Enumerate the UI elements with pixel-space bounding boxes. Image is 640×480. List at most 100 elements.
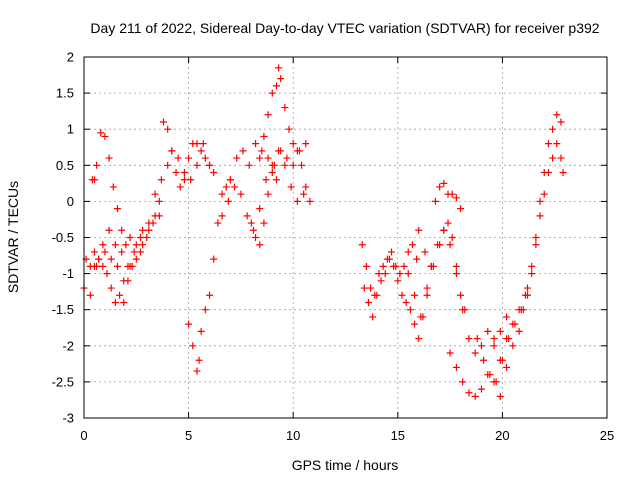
data-point <box>136 234 144 241</box>
data-point <box>427 262 435 270</box>
data-point <box>113 262 121 270</box>
data-point <box>358 241 366 249</box>
data-point <box>477 342 485 350</box>
data-point <box>277 75 285 83</box>
data-point <box>394 277 402 285</box>
data-point <box>139 226 147 234</box>
data-point <box>111 241 119 249</box>
data-point <box>406 306 414 314</box>
data-point <box>139 241 147 249</box>
y-tick-label: 2 <box>67 50 74 65</box>
data-point <box>496 327 504 335</box>
data-point <box>116 291 124 299</box>
data-point <box>446 349 454 357</box>
data-point <box>185 320 193 328</box>
data-point <box>398 291 406 299</box>
data-point <box>519 306 527 314</box>
data-point <box>264 154 272 162</box>
data-point <box>222 183 230 191</box>
series-sat-k <box>247 169 280 249</box>
data-point <box>509 342 517 350</box>
data-point <box>101 132 109 140</box>
data-point <box>459 306 467 314</box>
data-point <box>415 226 423 234</box>
x-axis-label: GPS time / hours <box>292 457 399 473</box>
data-point <box>143 234 151 241</box>
data-point <box>452 270 460 278</box>
data-point <box>159 118 167 126</box>
data-points <box>80 64 567 400</box>
data-point <box>247 219 255 227</box>
data-point <box>105 226 113 234</box>
data-point <box>379 262 387 270</box>
data-point <box>289 140 297 148</box>
data-point <box>436 183 444 191</box>
x-tick-labels: 0 5 10 15 20 25 <box>80 428 614 443</box>
series-sat-h <box>226 140 310 184</box>
data-point <box>524 284 532 292</box>
data-point <box>105 154 113 162</box>
data-point <box>536 197 544 205</box>
data-point <box>256 154 264 162</box>
data-point <box>103 270 111 278</box>
data-point <box>293 147 301 155</box>
data-point <box>260 219 268 227</box>
data-point <box>224 197 232 205</box>
data-point <box>90 262 98 270</box>
series-sat-d <box>90 248 144 306</box>
data-point <box>136 248 144 256</box>
grid <box>84 57 607 418</box>
data-point <box>128 262 136 270</box>
data-point <box>521 291 529 299</box>
data-point <box>440 179 448 187</box>
data-point <box>452 262 460 270</box>
data-point <box>101 248 109 256</box>
data-point <box>484 327 492 335</box>
data-point <box>260 132 268 140</box>
y-tick-label: -1 <box>62 266 74 281</box>
data-point <box>417 313 425 321</box>
data-point <box>549 125 557 133</box>
data-point <box>193 161 201 169</box>
data-point <box>477 385 485 393</box>
data-point <box>302 183 310 191</box>
data-point <box>285 125 293 133</box>
ticks <box>83 56 608 419</box>
data-point <box>434 241 442 249</box>
data-point <box>532 241 540 249</box>
data-point <box>528 270 536 278</box>
data-point <box>402 298 410 306</box>
data-point <box>388 248 396 256</box>
data-point <box>390 262 398 270</box>
y-tick-label: -0.5 <box>52 230 74 245</box>
data-point <box>272 82 280 90</box>
data-point <box>287 183 295 191</box>
y-tick-label: 1 <box>67 122 74 137</box>
data-point <box>423 284 431 292</box>
series-sat-c <box>88 129 134 249</box>
y-tick-labels: -3 -2.5 -2 -1.5 -1 -0.5 0 0.5 1 1.5 2 <box>52 50 74 426</box>
data-point <box>448 190 456 198</box>
data-point <box>360 284 368 292</box>
data-point <box>302 140 310 148</box>
x-tick-label: 20 <box>495 428 509 443</box>
data-point <box>132 255 140 263</box>
data-point <box>404 270 412 278</box>
data-point <box>536 212 544 220</box>
data-point <box>559 169 567 177</box>
data-point <box>151 212 159 220</box>
data-point <box>275 64 283 72</box>
series-sat-n <box>404 219 469 321</box>
series-sat-g <box>185 176 234 375</box>
data-point <box>396 270 404 278</box>
data-point <box>237 190 245 198</box>
data-point <box>256 205 264 213</box>
data-point <box>452 363 460 371</box>
data-point <box>298 161 306 169</box>
x-tick-label: 15 <box>391 428 405 443</box>
data-point <box>199 140 207 148</box>
data-point <box>498 356 506 364</box>
data-point <box>210 255 218 263</box>
data-point <box>544 140 552 148</box>
data-point <box>201 154 209 162</box>
